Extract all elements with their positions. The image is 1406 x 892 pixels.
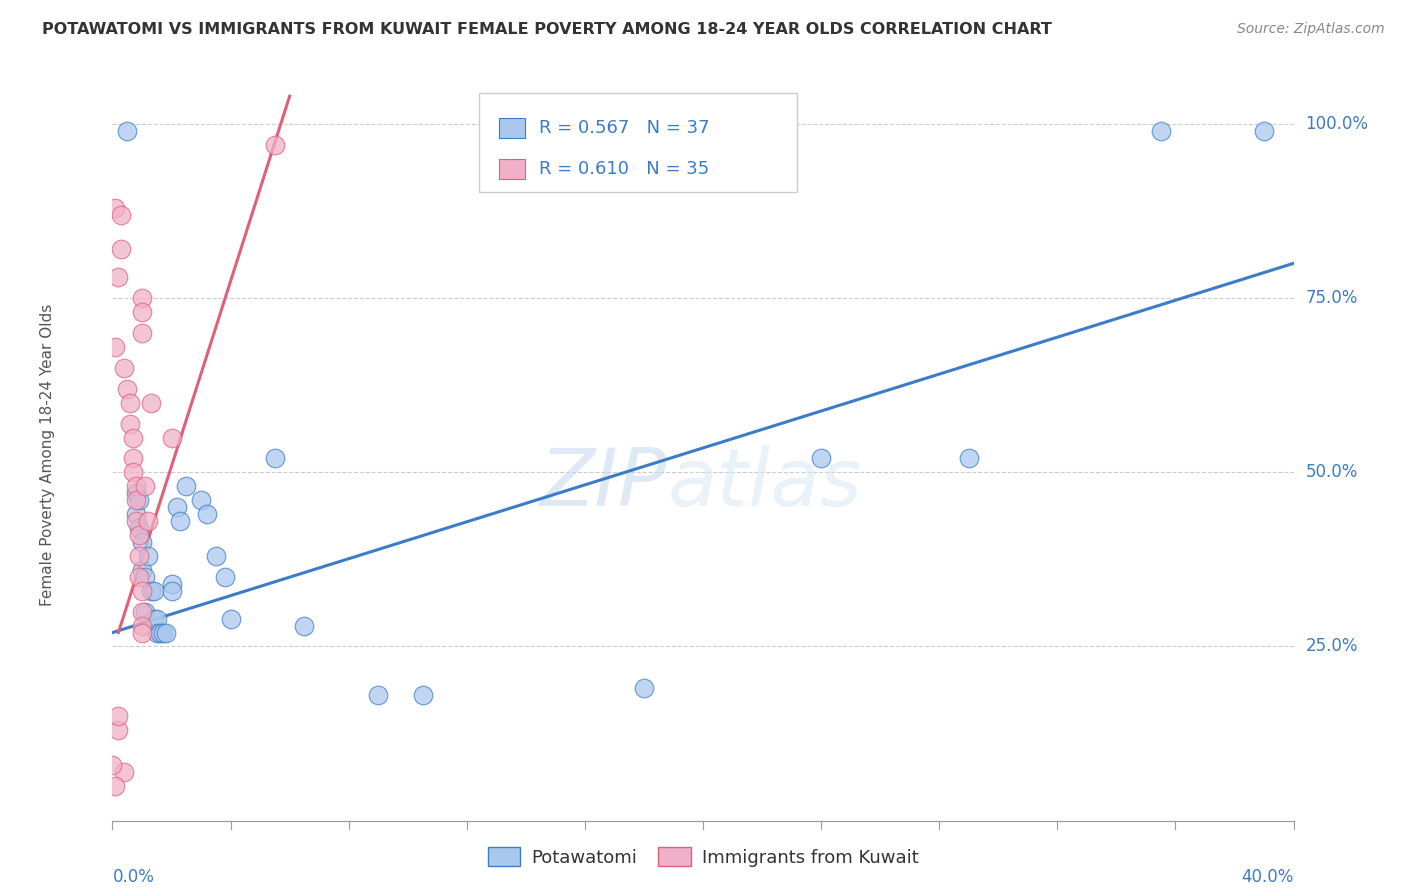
Text: 0.0%: 0.0%: [112, 868, 155, 886]
Text: 50.0%: 50.0%: [1305, 463, 1358, 482]
Point: [131, 625, 153, 640]
Point: [264, 137, 287, 152]
Point: [174, 479, 197, 493]
Text: ZIP: ZIP: [540, 445, 668, 524]
Point: [139, 395, 162, 409]
Text: 75.0%: 75.0%: [1305, 289, 1358, 307]
Point: [112, 764, 135, 779]
Point: [131, 305, 153, 319]
Point: [125, 486, 148, 500]
Text: R = 0.610   N = 35: R = 0.610 N = 35: [538, 161, 709, 178]
Point: [104, 201, 127, 215]
Text: Source: ZipAtlas.com: Source: ZipAtlas.com: [1237, 22, 1385, 37]
Point: [107, 709, 129, 723]
Point: [367, 688, 389, 702]
Point: [166, 500, 188, 515]
Point: [131, 618, 153, 632]
Point: [110, 243, 132, 257]
Point: [134, 479, 156, 493]
Point: [107, 723, 129, 737]
Point: [136, 514, 159, 528]
Point: [125, 514, 148, 528]
FancyBboxPatch shape: [478, 93, 797, 192]
Point: [125, 479, 148, 493]
Point: [122, 430, 145, 444]
Point: [633, 681, 655, 696]
Point: [128, 570, 150, 584]
Point: [128, 528, 150, 542]
FancyBboxPatch shape: [499, 160, 524, 178]
Point: [411, 688, 433, 702]
Point: [1150, 124, 1173, 138]
Point: [128, 521, 150, 535]
Point: [152, 625, 174, 640]
Text: 100.0%: 100.0%: [1305, 115, 1368, 133]
Point: [134, 570, 156, 584]
Point: [104, 340, 127, 354]
Legend: Potawatomi, Immigrants from Kuwait: Potawatomi, Immigrants from Kuwait: [481, 840, 925, 874]
Point: [101, 758, 124, 772]
Text: 25.0%: 25.0%: [1305, 638, 1358, 656]
Point: [131, 583, 153, 598]
Point: [160, 430, 183, 444]
Point: [149, 625, 172, 640]
Point: [142, 612, 165, 626]
Point: [957, 451, 980, 466]
Point: [136, 549, 159, 563]
Point: [219, 612, 242, 626]
Text: Female Poverty Among 18-24 Year Olds: Female Poverty Among 18-24 Year Olds: [39, 304, 55, 606]
Point: [117, 382, 138, 396]
Point: [104, 779, 127, 793]
Point: [810, 451, 832, 466]
Point: [139, 583, 162, 598]
Point: [125, 493, 148, 508]
Point: [117, 124, 138, 138]
Point: [122, 451, 145, 466]
Point: [112, 360, 135, 375]
Point: [195, 507, 218, 521]
Point: [131, 535, 153, 549]
Point: [128, 493, 150, 508]
FancyBboxPatch shape: [499, 119, 524, 137]
Point: [146, 612, 169, 626]
Point: [160, 583, 183, 598]
Point: [122, 466, 145, 480]
Point: [131, 291, 153, 305]
Point: [292, 618, 315, 632]
Point: [131, 605, 153, 619]
Point: [214, 570, 236, 584]
Point: [110, 208, 132, 222]
Point: [264, 451, 287, 466]
Point: [146, 625, 169, 640]
Point: [190, 493, 212, 508]
Point: [128, 549, 150, 563]
Point: [120, 417, 142, 431]
Point: [125, 507, 148, 521]
Text: 40.0%: 40.0%: [1241, 868, 1294, 886]
Point: [160, 576, 183, 591]
Text: POTAWATOMI VS IMMIGRANTS FROM KUWAIT FEMALE POVERTY AMONG 18-24 YEAR OLDS CORREL: POTAWATOMI VS IMMIGRANTS FROM KUWAIT FEM…: [42, 22, 1052, 37]
Point: [155, 625, 177, 640]
Point: [205, 549, 228, 563]
Point: [142, 583, 165, 598]
Point: [134, 605, 156, 619]
Point: [131, 326, 153, 340]
Point: [120, 395, 142, 409]
Point: [1253, 124, 1275, 138]
Text: R = 0.567   N = 37: R = 0.567 N = 37: [538, 119, 710, 137]
Point: [131, 563, 153, 577]
Point: [169, 514, 191, 528]
Text: atlas: atlas: [668, 445, 862, 524]
Point: [107, 270, 129, 285]
